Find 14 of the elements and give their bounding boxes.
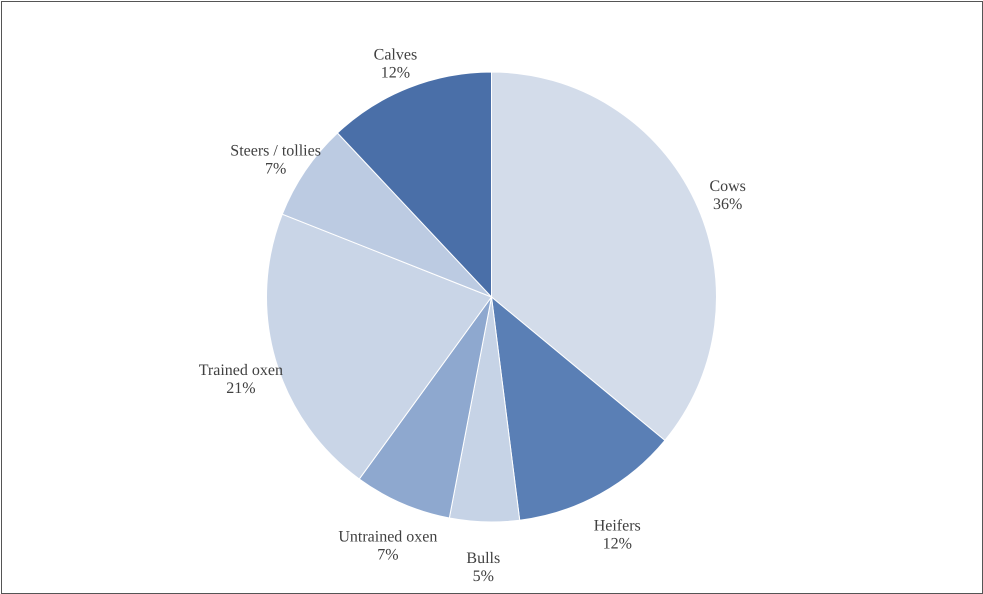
slice-label: Cows: [709, 178, 746, 195]
data-label: 12%: [380, 64, 410, 82]
slice-label: Untrained oxen: [338, 528, 438, 546]
slice-label: Steers / tollies: [230, 142, 321, 160]
slice-label: Calves: [374, 46, 418, 64]
data-label: 12%: [602, 536, 632, 553]
data-label: 7%: [377, 546, 399, 564]
data-label: 5%: [472, 568, 494, 585]
slice-label: Trained oxen: [198, 362, 284, 379]
data-label: 7%: [264, 160, 286, 178]
data-label: 36%: [712, 196, 742, 213]
data-label: 21%: [226, 380, 256, 397]
slice-label: Bulls: [466, 550, 500, 567]
slice-label: Heifers: [594, 518, 641, 535]
